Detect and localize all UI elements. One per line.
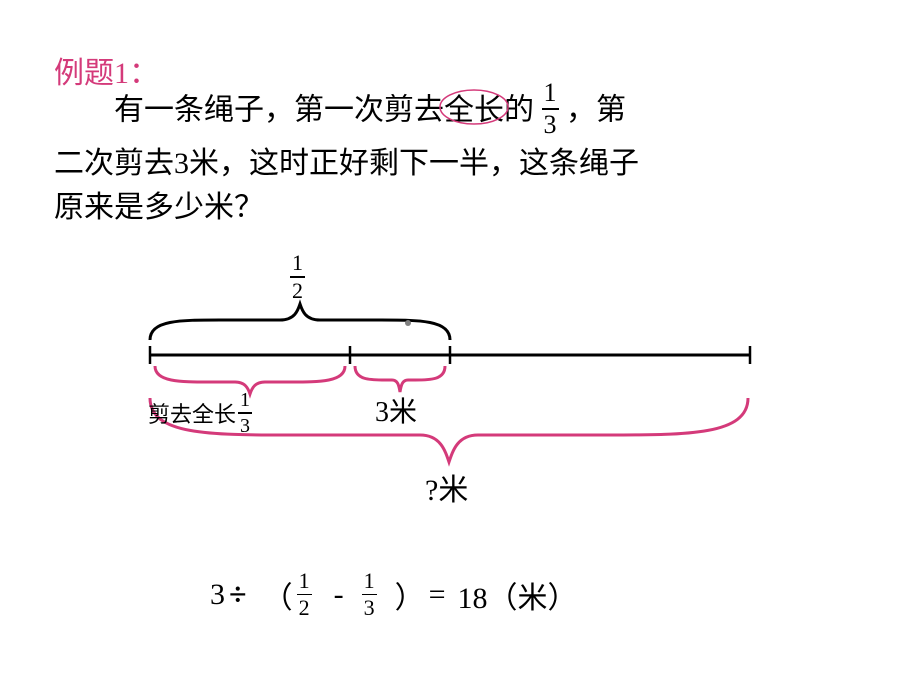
- problem-part: 的: [504, 94, 534, 127]
- frac-num: 1: [297, 570, 312, 592]
- frac-den: 3: [362, 597, 377, 619]
- frac-num: 1: [290, 252, 305, 274]
- frac-den: 2: [297, 597, 312, 619]
- frac-num: 1: [362, 570, 377, 592]
- eq-op-divide: ÷: [229, 576, 247, 613]
- fraction-1-3: 1 3: [542, 80, 559, 138]
- circled-text: 全长: [444, 94, 504, 127]
- fraction-1-3-small: 1 3: [238, 390, 252, 436]
- eq-equals: =: [429, 578, 446, 612]
- eq-lparen: （: [263, 573, 293, 617]
- frac-den: 2: [290, 280, 305, 302]
- frac-bar: [238, 412, 252, 414]
- problem-text: 有一条绳子，第一次剪去全长的 1 3 ，第 二次剪去3米，这时正好剩下一半，这条…: [54, 84, 864, 230]
- frac-den: 3: [238, 416, 252, 436]
- cut-label-text: 剪去全长: [148, 397, 236, 429]
- three-m-label: 3米: [375, 390, 417, 430]
- eq-op-minus: -: [334, 578, 344, 612]
- eq-rparen: ）: [395, 573, 425, 617]
- problem-part: 二次剪去3米，这时正好剩下一半，这条绳子: [54, 147, 639, 180]
- cut-label: 剪去全长 1 3: [148, 390, 252, 436]
- fraction-half: 1 2: [290, 252, 305, 302]
- fraction-1-2-eq: 1 2: [297, 570, 312, 619]
- eq-operand: 3: [210, 578, 225, 612]
- problem-part: ，第: [566, 94, 626, 127]
- frac-num: 1: [542, 80, 559, 106]
- frac-num: 1: [238, 390, 252, 410]
- circled-word: 全长: [444, 89, 504, 133]
- problem-part: 原来是多少米？: [54, 191, 264, 224]
- center-dot: [405, 320, 411, 326]
- frac-den: 3: [542, 112, 559, 138]
- fraction-1-3-eq: 1 3: [362, 570, 377, 619]
- problem-part: 有一条绳子，第一次剪去: [114, 94, 444, 127]
- eq-result: 18（米）: [457, 573, 577, 617]
- slide: 例题1： 有一条绳子，第一次剪去全长的 1 3 ，第 二次剪去3米，这时正好剩下…: [0, 0, 920, 690]
- question-m-label: ?米: [425, 465, 468, 509]
- solution-equation: 3 ÷ （ 1 2 - 1 3 ） = 18（米）: [210, 570, 577, 619]
- line-diagram: 1 2 剪去全长 1 3 3米 ?米: [130, 260, 790, 540]
